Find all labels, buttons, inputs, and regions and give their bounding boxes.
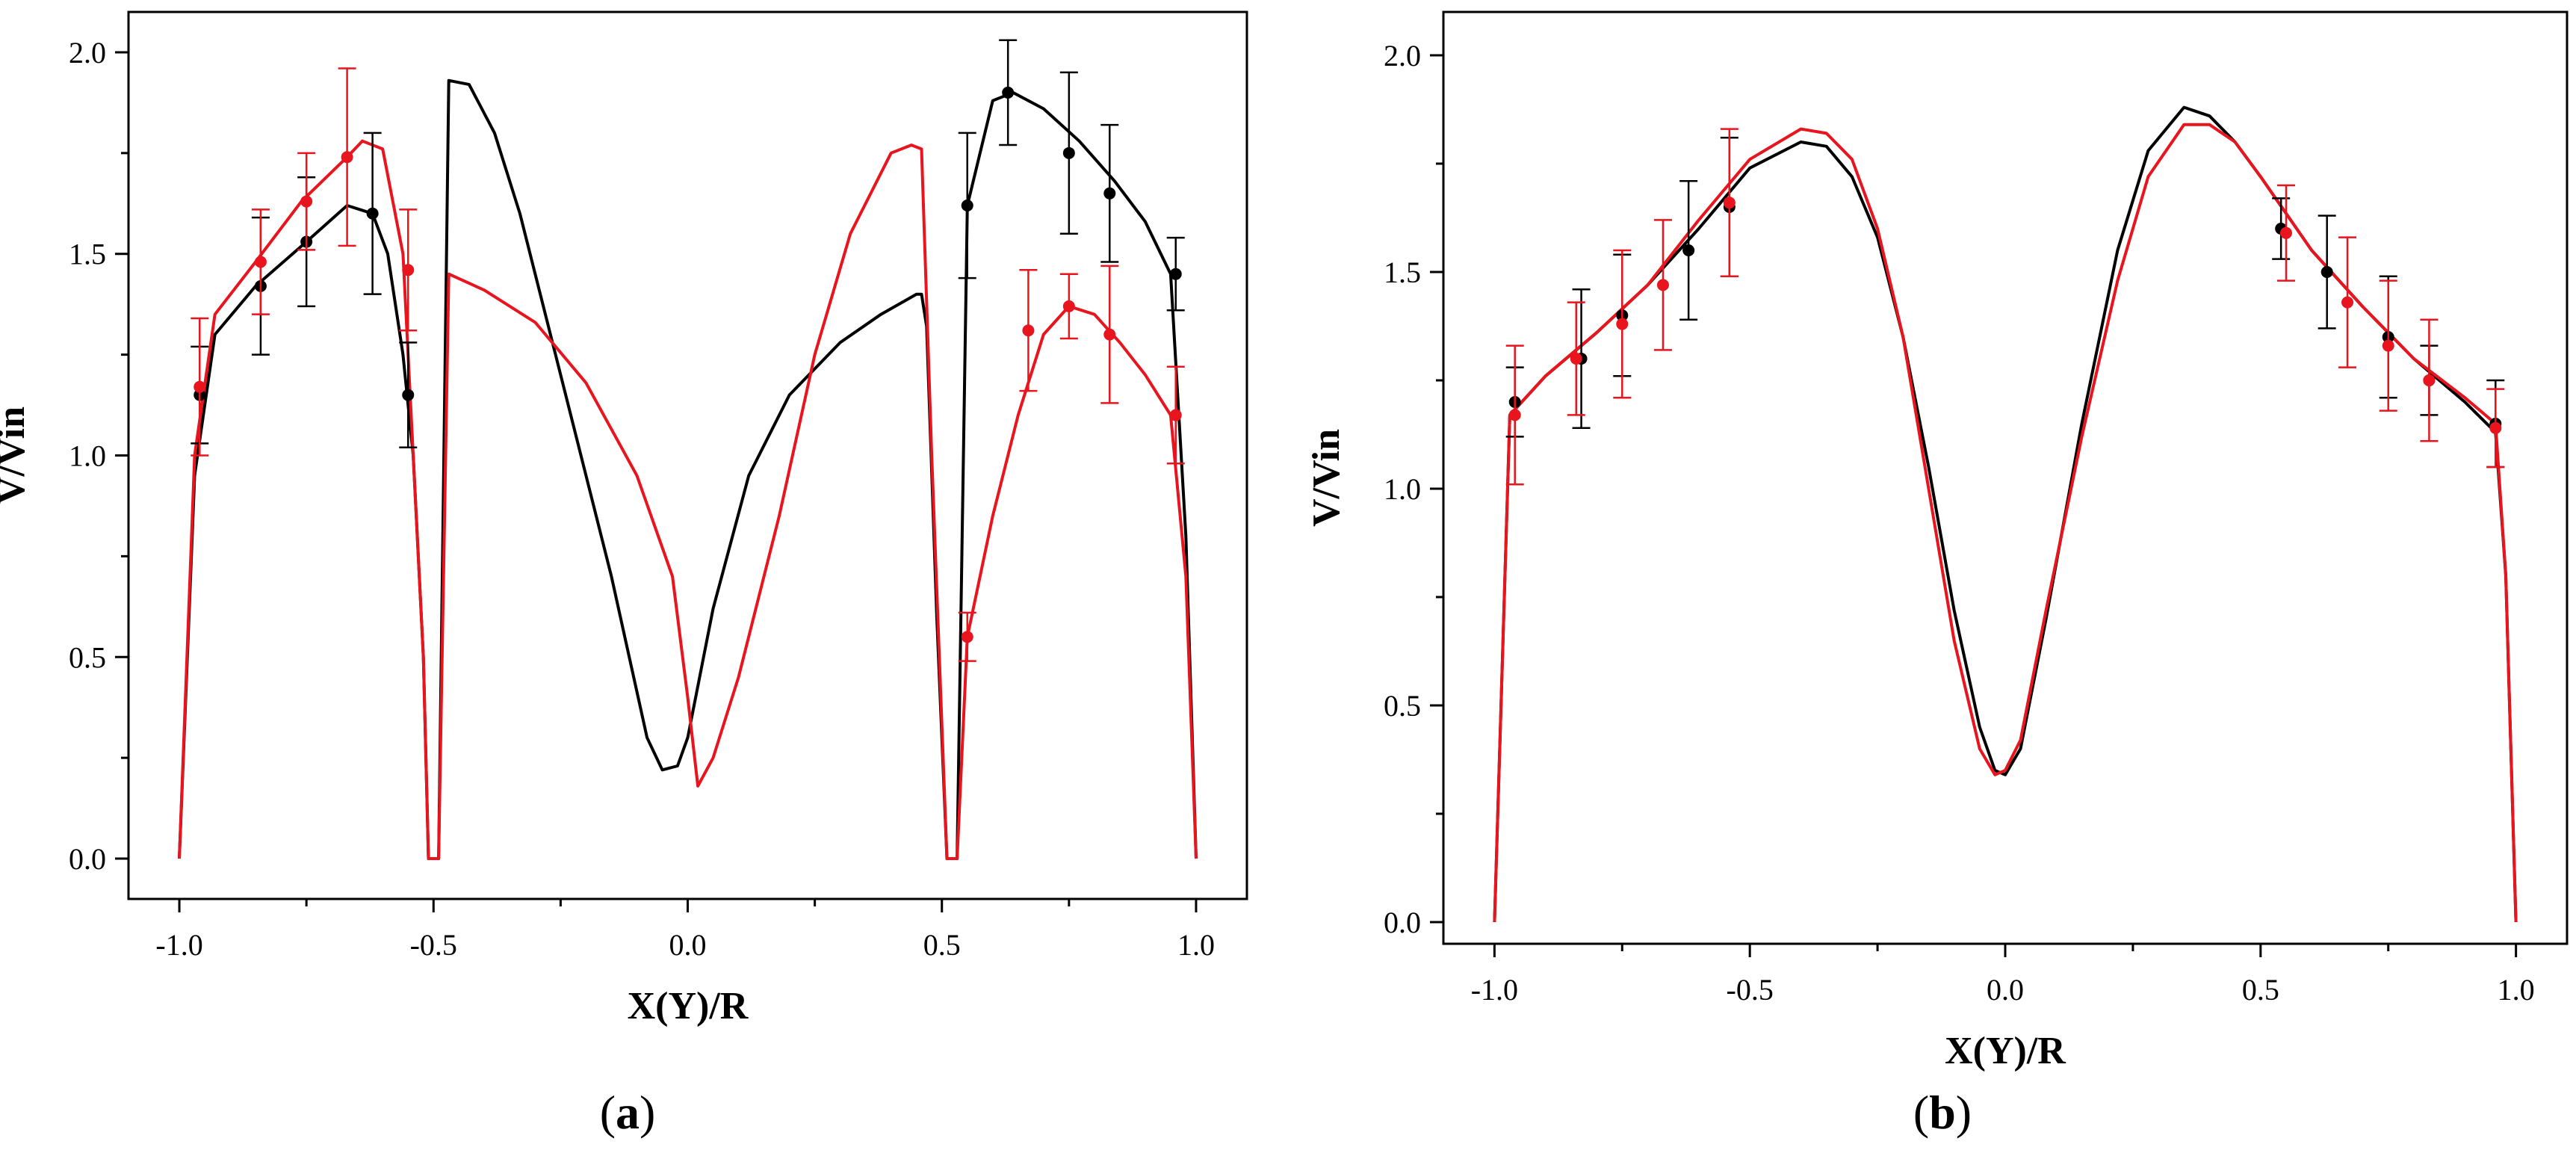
red-data-point: [2280, 226, 2292, 239]
red-data-point: [2423, 374, 2436, 386]
y-tick-label: 2.0: [69, 36, 106, 69]
black-data-point: [2320, 266, 2333, 278]
y-tick-label: 0.0: [1384, 906, 1421, 939]
panel-label: (b): [1913, 1086, 1972, 1139]
panel-label: (a): [600, 1086, 656, 1139]
x-tick-label: -0.5: [1727, 973, 1774, 1007]
chart-panel-a: -1.0 -0.5 0.0 0.5 1.0 0.0 0.5 1.0 1.5 2.0 X(Y)/R V/…: [0, 10, 1248, 1139]
red-data-point: [1570, 353, 1582, 365]
x-tick-label: -1.0: [1471, 973, 1518, 1007]
black-data-point: [1062, 146, 1075, 159]
red-data-point: [254, 256, 267, 268]
plot-frame: [1442, 10, 2569, 945]
x-tick-label: 1.0: [2498, 973, 2535, 1007]
red-data-point: [1062, 300, 1075, 312]
red-data-point: [1616, 318, 1629, 330]
red-data-point: [1723, 197, 1736, 209]
red-data-point: [2489, 421, 2502, 434]
x-tick-label: 0.0: [1987, 973, 2024, 1007]
x-tick-label: -1.0: [155, 928, 202, 962]
y-tick-label: 1.5: [69, 238, 106, 271]
black-data-point: [961, 199, 973, 211]
red-data-point: [300, 195, 313, 208]
x-tick-label: -0.5: [410, 928, 457, 962]
x-tick-label: 0.5: [2242, 973, 2279, 1007]
red-data-point: [341, 151, 353, 164]
red-data-point: [1508, 409, 1521, 421]
x-axis-title: X(Y)/R: [628, 985, 749, 1027]
red-simulation-line: [1493, 123, 2518, 923]
x-tick-label: 0.5: [923, 928, 961, 962]
y-axis-title: V/Vin: [0, 407, 33, 504]
black-data-point: [366, 207, 379, 220]
chart-panel-b: -1.0 -0.5 0.0 0.5 1.0 0.0 0.5 1.0 1.5 2.0 X(Y)/R V/…: [1305, 10, 2569, 1139]
y-tick-label: 0.5: [69, 640, 106, 674]
y-tick-label: 0.0: [69, 842, 106, 876]
black-data-point: [1002, 86, 1015, 99]
y-tick-label: 1.0: [69, 439, 106, 473]
x-axis-title: X(Y)/R: [1945, 1030, 2066, 1072]
red-data-point: [2341, 296, 2354, 309]
black-data-point: [1103, 187, 1116, 200]
red-data-point: [2382, 339, 2394, 352]
y-tick-label: 0.5: [1384, 689, 1421, 723]
x-tick-label: 1.0: [1177, 928, 1215, 962]
red-data-point: [193, 380, 206, 393]
red-data-point: [1022, 324, 1035, 337]
black-simulation-line: [1493, 105, 2518, 923]
black-data-point: [402, 389, 415, 401]
y-axis-title: V/Vin: [1305, 429, 1348, 527]
black-data-point: [1682, 244, 1695, 256]
y-tick-label: 1.5: [1384, 256, 1421, 289]
plot-frame: [127, 10, 1248, 900]
y-tick-label: 2.0: [1384, 39, 1421, 72]
red-data-point: [402, 264, 415, 276]
x-tick-label: 0.0: [669, 928, 707, 962]
red-data-point: [1169, 409, 1182, 421]
black-data-point: [1169, 268, 1182, 280]
red-data-point: [1103, 328, 1116, 341]
red-simulation-line: [178, 139, 1198, 860]
red-data-point: [1656, 279, 1669, 291]
black-simulation-line: [178, 78, 1198, 860]
y-tick-label: 1.0: [1384, 472, 1421, 506]
red-data-point: [961, 631, 973, 643]
